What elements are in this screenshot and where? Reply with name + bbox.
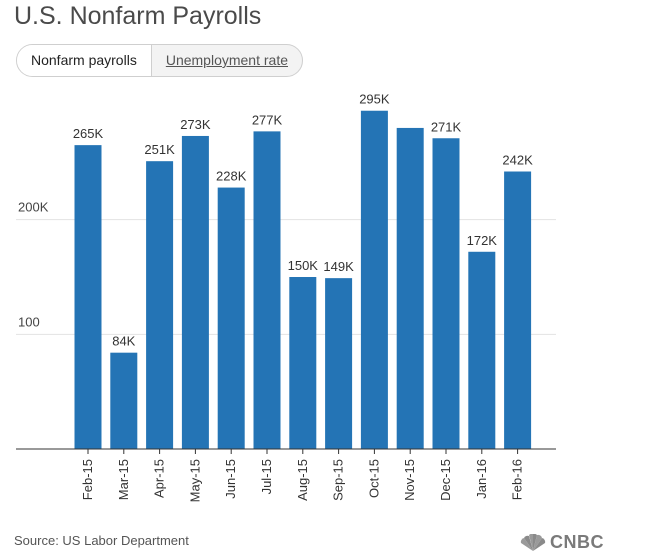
bar-apr-15 (146, 161, 174, 450)
x-tick-label-1: Mar-15 (116, 459, 131, 500)
x-tick-label-5: Jul-15 (259, 459, 274, 494)
x-tick-label-6: Aug-15 (295, 459, 310, 501)
source-note: Source: US Labor Department (14, 533, 189, 548)
data-label-may-15: 273K (180, 117, 211, 132)
bar-dec-15 (432, 138, 460, 449)
x-tick-label-7: Sep-15 (331, 459, 346, 501)
bar-chart: 100 200K 265K Feb-15 84K Mar-15 251K Apr-15 273K… (16, 92, 556, 502)
data-label-oct-15: 295K (359, 92, 390, 107)
x-tick-label-11: Jan-16 (474, 459, 489, 499)
chart-tabs: Nonfarm payrolls Unemployment rate (16, 44, 303, 77)
bar-nov-15 (396, 127, 424, 449)
data-label-dec-15: 271K (431, 119, 462, 134)
bar-jul-15 (253, 131, 281, 449)
x-tick-label-12: Feb-16 (510, 459, 525, 500)
tab-nonfarm-payrolls[interactable]: Nonfarm payrolls (17, 45, 152, 76)
y-tick-label-1: 200K (18, 200, 49, 215)
x-tick-label-8: Oct-15 (366, 459, 381, 498)
data-label-jan-16: 172K (467, 233, 498, 248)
bar-sep-15 (325, 278, 353, 449)
bar-jun-15 (217, 187, 245, 449)
data-label-sep-15: 149K (323, 259, 354, 274)
data-label-jun-15: 228K (216, 169, 247, 184)
bar-jan-16 (468, 251, 496, 449)
y-tick-label-0: 100 (18, 314, 40, 329)
data-label-jul-15: 277K (252, 112, 283, 127)
data-label-feb-16: 242K (502, 153, 533, 168)
x-tick-label-3: May-15 (187, 459, 202, 502)
cnbc-logo: CNBC (520, 532, 604, 553)
bar-oct-15 (360, 110, 388, 449)
bar-feb-16 (504, 171, 532, 450)
tab-unemployment-rate[interactable]: Unemployment rate (165, 52, 288, 68)
bar-feb-15 (74, 145, 102, 449)
x-tick-label-9: Nov-15 (402, 459, 417, 501)
x-tick-label-10: Dec-15 (438, 459, 453, 501)
page-title: U.S. Nonfarm Payrolls (14, 2, 262, 30)
x-tick-label-0: Feb-15 (80, 459, 95, 500)
logo-text: CNBC (550, 532, 604, 552)
data-label-aug-15: 150K (288, 258, 319, 273)
bar-may-15 (181, 135, 209, 449)
data-label-feb-15: 265K (73, 126, 104, 141)
x-tick-label-4: Jun-15 (223, 459, 238, 499)
bar-aug-15 (289, 277, 317, 449)
peacock-icon (520, 533, 546, 551)
x-tick-label-2: Apr-15 (152, 459, 167, 498)
data-label-apr-15: 251K (144, 142, 175, 157)
bar-mar-15 (110, 352, 138, 449)
data-label-mar-15: 84K (112, 334, 135, 349)
